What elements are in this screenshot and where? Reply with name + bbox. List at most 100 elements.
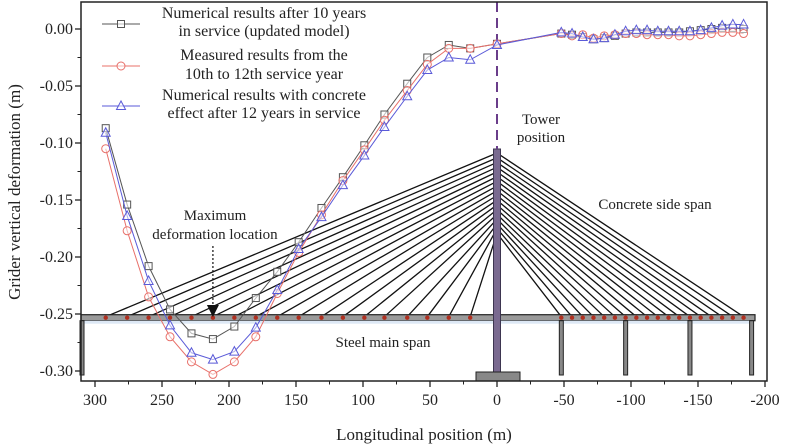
bridge-pier <box>79 320 85 376</box>
y-tick-label: 0.00 <box>45 21 73 38</box>
data-point-circle <box>165 332 175 342</box>
cable-anchor <box>741 315 746 320</box>
legend-marker-circle <box>116 61 126 71</box>
cable-side-span <box>496 157 734 318</box>
max-deformation-label-line1: Maximum <box>184 208 247 224</box>
cable-side-span <box>496 228 573 318</box>
cable-main-span <box>342 204 498 318</box>
cable-side-span <box>496 166 712 318</box>
cable-anchor <box>719 315 725 320</box>
legend-label: Measured results from the <box>180 47 348 64</box>
data-point-triangle <box>143 274 154 285</box>
tower-foundation <box>475 371 521 382</box>
data-point-triangle <box>620 25 631 36</box>
bridge-pier <box>558 320 564 376</box>
cable-anchor <box>425 315 430 320</box>
cable-anchor <box>634 315 639 320</box>
data-point-circle <box>122 226 132 236</box>
x-tick-label: -150 <box>683 392 712 409</box>
cable-main-span <box>298 194 498 318</box>
data-point-triangle <box>337 179 349 190</box>
cable-main-span <box>126 157 498 318</box>
cable-main-span <box>426 223 498 318</box>
x-tick-label: -100 <box>616 392 645 409</box>
x-tick-label: 300 <box>83 392 107 409</box>
data-point-triangle <box>443 51 455 62</box>
data-point-square <box>144 262 153 271</box>
cable-anchor <box>698 315 703 320</box>
cable-anchor <box>167 315 173 320</box>
cable-anchor <box>146 315 151 320</box>
x-tick-label: 0 <box>493 392 501 409</box>
cable-side-span <box>496 199 637 318</box>
cable-anchor <box>623 315 628 320</box>
data-point-triangle <box>727 18 739 29</box>
legend-label: in service (updated model) <box>178 23 349 40</box>
y-tick-label: -0.10 <box>40 135 73 152</box>
cable-side-span <box>496 223 584 318</box>
data-point-triangle <box>598 32 610 43</box>
data-point-triangle <box>293 242 305 254</box>
cable-side-span <box>496 194 648 318</box>
data-point-circle <box>717 27 727 37</box>
cable-side-span <box>496 190 659 318</box>
y-tick-label: -0.05 <box>40 78 73 95</box>
data-point-triangle <box>706 21 717 32</box>
data-point-circle <box>251 332 261 342</box>
axes: 300 250 200 150 100 50 0 -50 -100 -150 -200 0.00 -0.… <box>40 1 780 409</box>
data-point-square <box>251 294 260 303</box>
cable-main-span <box>255 185 498 318</box>
cable-anchor <box>319 315 324 320</box>
cable-anchor <box>644 315 650 320</box>
data-point-triangle <box>464 53 476 64</box>
data-point-triangle <box>250 321 262 332</box>
cable-anchor <box>730 315 736 320</box>
data-point-triangle <box>577 30 589 41</box>
cable-anchor <box>103 315 108 320</box>
cable-anchor <box>559 315 564 320</box>
data-point-square <box>166 305 175 314</box>
cable-main-span <box>469 233 498 317</box>
data-point-triangle <box>271 283 283 295</box>
cable-anchor <box>709 315 714 320</box>
data-point-triangle <box>631 24 642 35</box>
data-point-triangle <box>588 33 599 44</box>
cable-anchor <box>340 315 346 320</box>
bridge-pier <box>623 320 629 376</box>
max-deformation-arrowhead <box>206 305 219 317</box>
cable-anchor <box>275 315 280 320</box>
cable-anchor <box>210 315 216 320</box>
data-point-triangle <box>663 25 674 36</box>
y-tick-label: -0.15 <box>40 192 73 209</box>
x-tick-label: -200 <box>750 392 779 409</box>
bridge-pier <box>687 320 693 376</box>
cable-side-span <box>496 209 616 318</box>
series-triangle <box>100 18 749 364</box>
max-deformation-label-line2: deformation location <box>152 227 278 243</box>
plot-frame <box>80 1 768 382</box>
cable-side-span <box>496 161 723 318</box>
cable-anchor <box>405 315 410 320</box>
y-tick-label: -0.25 <box>40 306 73 323</box>
data-point-triangle <box>652 25 664 36</box>
cable-anchor <box>687 315 693 320</box>
data-point-circle <box>465 43 475 53</box>
x-tick-label: 200 <box>217 392 241 409</box>
cable-main-span <box>276 190 498 318</box>
cable-anchor <box>580 315 585 320</box>
y-axis-title: Grider vertical deformation (m) <box>5 84 24 300</box>
cable-anchor <box>602 315 607 320</box>
data-point-triangle <box>738 18 749 29</box>
y-tick-label: -0.30 <box>40 363 73 380</box>
cable-main-span <box>148 161 498 318</box>
cable-main-span <box>448 228 498 318</box>
x-tick-label: 250 <box>150 392 174 409</box>
data-point-square <box>273 267 282 276</box>
legend-label: effect after 12 years in service <box>168 105 361 122</box>
data-point-triangle <box>316 211 327 222</box>
data-point-triangle <box>229 345 240 356</box>
cable-main-span <box>321 199 498 318</box>
cable-main-span <box>169 166 498 318</box>
legend-marker-square <box>117 20 125 28</box>
